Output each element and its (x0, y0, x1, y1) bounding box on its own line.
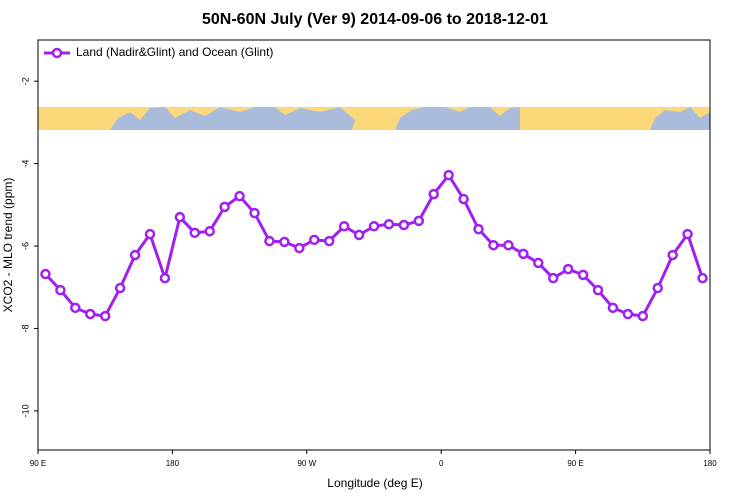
chart-title: 50N-60N July (Ver 9) 2014-09-06 to 2018-… (202, 11, 548, 28)
data-point (503, 239, 514, 251)
data-point (294, 242, 305, 254)
y-tick-label: -4 (20, 160, 30, 168)
data-point (234, 190, 245, 202)
data-point (398, 219, 410, 231)
data-point (114, 282, 126, 294)
map-ocean (395, 107, 520, 130)
data-point (353, 229, 365, 241)
data-point (85, 308, 96, 320)
map-ocean (650, 107, 710, 130)
data-point (697, 272, 708, 284)
data-point (249, 207, 260, 219)
data-point (607, 302, 619, 314)
data-point (219, 201, 230, 213)
legend-label: Land (Nadir&Glint) and Ocean (Glint) (76, 45, 273, 59)
data-point (682, 228, 693, 240)
data-point (562, 263, 574, 275)
data-point (174, 211, 186, 223)
data-point (458, 193, 469, 205)
data-point (443, 169, 454, 181)
map-ocean (110, 107, 355, 130)
data-point (279, 236, 290, 248)
data-point (637, 310, 649, 322)
data-point (413, 215, 425, 227)
data-point (473, 223, 484, 235)
x-tick-label: 0 (439, 459, 444, 468)
data-point (592, 284, 604, 296)
x-tick-label: 90 E (30, 459, 46, 468)
legend-marker (51, 47, 63, 59)
data-point (518, 248, 529, 260)
data-point (622, 308, 634, 320)
data-point (40, 268, 51, 280)
data-point (264, 235, 275, 247)
data-point (129, 249, 141, 261)
x-tick-label: 90 E (567, 459, 583, 468)
data-point (204, 225, 215, 237)
data-point (144, 228, 156, 240)
x-tick-label: 90 W (297, 459, 316, 468)
data-point (533, 257, 544, 269)
data-point (383, 218, 395, 230)
data-point (547, 272, 559, 284)
data-point (323, 235, 335, 247)
series-line (44, 173, 704, 318)
y-tick-label: -2 (20, 77, 30, 85)
data-point (55, 284, 66, 296)
x-tick-label: 180 (166, 459, 180, 468)
y-tick-label: -8 (20, 324, 30, 332)
plot-frame (37, 39, 711, 451)
y-axis-label: XCO2 - MLO trend (ppm) (1, 178, 15, 313)
data-point (70, 302, 81, 314)
y-tick-label: -6 (20, 242, 30, 250)
data-point (99, 310, 111, 322)
data-point (667, 249, 678, 261)
data-point (338, 221, 350, 232)
data-point (309, 234, 320, 246)
x-tick-label: 180 (703, 459, 717, 468)
data-point (428, 188, 439, 200)
x-axis-label: Longitude (deg E) (327, 476, 422, 490)
map-band (38, 107, 710, 130)
data-point (159, 272, 171, 284)
data-point (652, 282, 663, 294)
data-point (488, 239, 499, 251)
y-tick-label: -10 (20, 404, 30, 417)
data-point (577, 269, 589, 281)
data-point (189, 227, 201, 239)
data-point (368, 221, 380, 232)
